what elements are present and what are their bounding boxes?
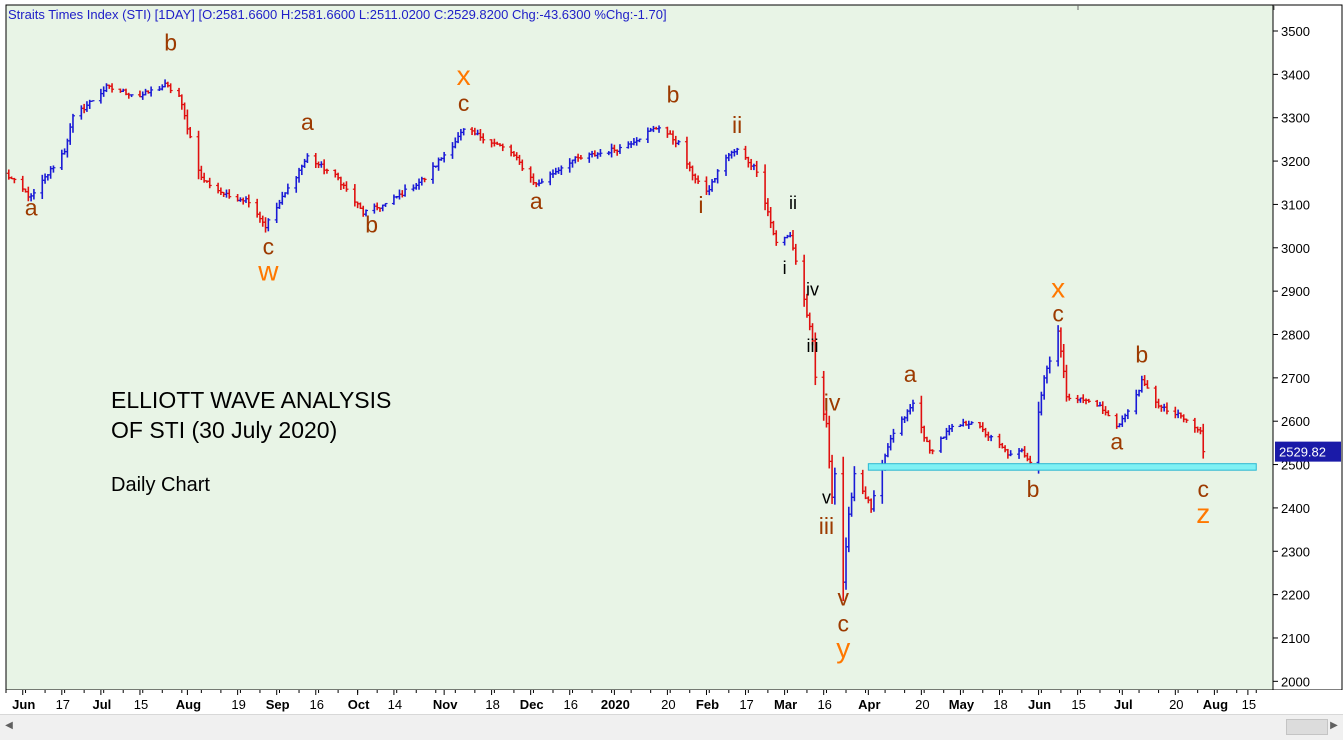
last-price-label: 2529.82 — [1279, 445, 1326, 460]
x-tick-label: 20 — [915, 697, 929, 712]
wave-label: b — [164, 30, 177, 56]
x-tick-label: Apr — [858, 697, 880, 712]
x-tick-label: 15 — [1071, 697, 1085, 712]
wave-label: iii — [807, 336, 819, 356]
scroll-right-icon[interactable]: ▶ — [1330, 720, 1338, 731]
date-axis — [0, 690, 1343, 714]
y-tick-label: 3200 — [1281, 154, 1310, 169]
scroll-left-icon[interactable]: ◀ — [5, 720, 13, 731]
annotation-title-line1: ELLIOTT WAVE ANALYSIS — [111, 387, 391, 413]
wave-label: c — [1197, 476, 1209, 502]
x-tick-label: 15 — [1242, 697, 1256, 712]
y-tick-label: 2600 — [1281, 414, 1310, 429]
wave-label: a — [904, 361, 917, 387]
y-tick-label: 2900 — [1281, 284, 1310, 299]
wave-label: a — [1110, 428, 1123, 454]
y-tick-label: 3100 — [1281, 197, 1310, 212]
y-tick-label: 2400 — [1281, 501, 1310, 516]
x-tick-label: Jul — [1114, 697, 1133, 712]
wave-label: w — [257, 255, 279, 286]
wave-label: z — [1196, 498, 1210, 529]
y-tick-label: 2700 — [1281, 371, 1310, 386]
support-zone — [867, 463, 1257, 471]
wave-label: b — [1027, 476, 1040, 502]
wave-label: a — [530, 188, 543, 214]
wave-label: i — [698, 192, 703, 218]
x-tick-label: Sep — [266, 697, 290, 712]
wave-label: c — [458, 90, 470, 116]
wave-label: a — [301, 109, 314, 135]
wave-label: c — [1052, 300, 1064, 326]
wave-label: iii — [819, 513, 834, 539]
annotation-subtitle: Daily Chart — [111, 474, 210, 496]
x-tick-label: May — [949, 697, 975, 712]
y-tick-label: 3500 — [1281, 24, 1310, 39]
price-bars — [6, 79, 1206, 602]
wave-label: x — [1051, 273, 1065, 304]
x-tick-label: Oct — [348, 697, 370, 712]
y-tick-label: 2300 — [1281, 544, 1310, 559]
wave-label: ii — [789, 193, 797, 213]
x-tick-label: 18 — [485, 697, 499, 712]
wave-label: c — [837, 610, 849, 636]
plot-area — [5, 4, 1274, 691]
x-tick-label: 2020 — [601, 697, 630, 712]
x-tick-label: Aug — [1203, 697, 1228, 712]
annotation-title-line2: OF STI (30 July 2020) — [111, 417, 337, 443]
wave-label: y — [836, 632, 850, 663]
wave-label: v — [822, 488, 831, 508]
x-tick-label: 19 — [231, 697, 245, 712]
wave-label: b — [365, 212, 378, 238]
y-tick-label: 3300 — [1281, 111, 1310, 126]
x-tick-label: 16 — [310, 697, 324, 712]
x-tick-label: Nov — [433, 697, 458, 712]
y-tick-label: 3000 — [1281, 241, 1310, 256]
x-tick-label: 14 — [388, 697, 402, 712]
wave-label: ii — [732, 112, 742, 138]
y-tick-label: 2000 — [1281, 674, 1310, 689]
x-tick-label: 20 — [1169, 697, 1183, 712]
wave-label: b — [667, 82, 680, 108]
x-tick-label: 20 — [661, 697, 675, 712]
x-tick-label: 16 — [817, 697, 831, 712]
price-axis — [1272, 4, 1343, 691]
x-tick-label: 17 — [56, 697, 70, 712]
last-price-box — [1275, 441, 1341, 462]
x-tick-label: Jun — [1028, 697, 1051, 712]
x-tick-label: Feb — [696, 697, 719, 712]
wave-label: iv — [806, 279, 819, 299]
wave-label: x — [457, 60, 471, 91]
horizontal-scrollbar[interactable]: ◀ ▶ — [0, 714, 1343, 740]
y-tick-label: 2100 — [1281, 631, 1310, 646]
y-tick-label: 2800 — [1281, 327, 1310, 342]
x-tick-label: Mar — [774, 697, 797, 712]
x-tick-label: 18 — [993, 697, 1007, 712]
wave-label: iv — [824, 389, 841, 415]
x-tick-label: Aug — [176, 697, 201, 712]
x-tick-label: Jul — [92, 697, 111, 712]
wave-label: c — [263, 233, 275, 259]
x-tick-label: 17 — [739, 697, 753, 712]
scrollbar-thumb[interactable] — [1286, 719, 1328, 735]
x-tick-label: 16 — [563, 697, 577, 712]
wave-label: a — [25, 194, 38, 220]
y-tick-label: 2200 — [1281, 588, 1310, 603]
wave-label: v — [837, 584, 849, 610]
chart-header: Straits Times Index (STI) [1DAY] [O:2581… — [8, 7, 667, 22]
x-tick-label: 15 — [134, 697, 148, 712]
x-tick-label: Jun — [12, 697, 35, 712]
wave-label: b — [1135, 342, 1148, 368]
y-tick-label: 3400 — [1281, 67, 1310, 82]
x-tick-label: Dec — [520, 697, 544, 712]
wave-label: i — [783, 258, 787, 278]
